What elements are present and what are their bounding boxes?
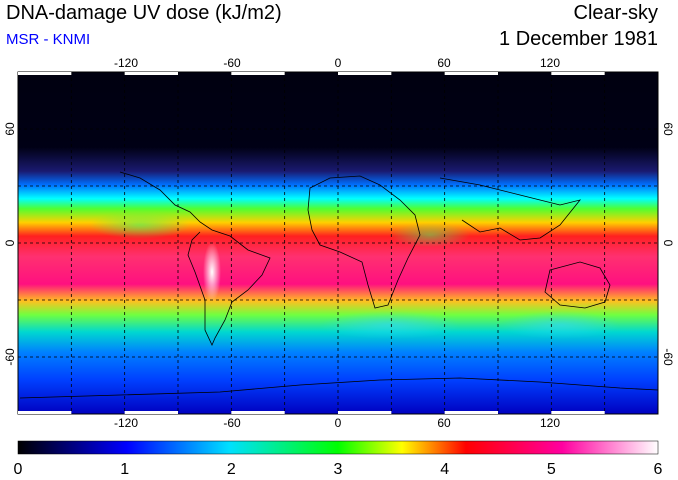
- source-label: MSR - KNMI: [6, 31, 91, 48]
- lon-tick-bottom: -60: [223, 416, 241, 430]
- lat-ticks-left: 60 0 -60: [3, 122, 17, 366]
- asia-coast: [439, 177, 582, 241]
- date-label: 1 December 1981: [499, 28, 658, 50]
- lon-tick-top: -60: [223, 56, 241, 70]
- lat-tick-left: -60: [3, 348, 17, 366]
- graticule: [18, 72, 658, 414]
- colorbar-label: 4: [440, 461, 449, 478]
- frame-bar: [124, 72, 178, 75]
- colorbar-label: 1: [120, 461, 129, 478]
- colorbar-label: 2: [227, 461, 236, 478]
- lat-tick-right: 60: [661, 122, 675, 136]
- colorbar-label: 3: [334, 461, 343, 478]
- lat-tick-right: 0: [661, 240, 675, 247]
- frame-tick-marks: [18, 72, 605, 414]
- colorbar: [17, 440, 659, 455]
- africa-coast: [307, 175, 421, 309]
- frame-bar: [551, 411, 605, 414]
- lon-tick-bottom: 60: [437, 416, 451, 430]
- frame-bar: [444, 411, 498, 414]
- andes-high-dose: [203, 242, 221, 302]
- frame-bar: [338, 411, 392, 414]
- frame-bar: [124, 411, 178, 414]
- lon-tick-bottom: -120: [114, 416, 138, 430]
- antarctica-coast: [19, 377, 658, 399]
- colorbar-labels: 0 1 2 3 4 5 6: [14, 461, 663, 478]
- colorbar-label: 0: [14, 461, 23, 478]
- lon-tick-top: 60: [437, 56, 451, 70]
- americas-coast: [119, 171, 271, 346]
- lon-tick-bottom: 0: [335, 416, 342, 430]
- lon-tick-top: -120: [114, 56, 138, 70]
- lon-ticks-top: -120 -60 0 60 120: [114, 56, 560, 70]
- field-variations: [90, 211, 620, 339]
- frame-bar: [231, 72, 285, 75]
- lon-tick-top: 120: [540, 56, 560, 70]
- frame-bar: [231, 411, 285, 414]
- frame-bar: [551, 72, 605, 75]
- lat-tick-right: -60: [661, 348, 675, 366]
- lat-tick-left: 0: [3, 239, 17, 246]
- lon-tick-bottom: 120: [540, 416, 560, 430]
- frame-bar: [18, 72, 72, 75]
- frame-bar: [444, 72, 498, 75]
- lon-tick-top: 0: [335, 56, 342, 70]
- map-title: DNA-damage UV dose (kJ/m2): [6, 2, 282, 24]
- colorbar-label: 5: [547, 461, 556, 478]
- sky-condition-label: Clear-sky: [573, 2, 658, 24]
- lon-ticks-bottom: -120 -60 0 60 120: [114, 416, 560, 430]
- lat-tick-left: 60: [3, 122, 17, 136]
- frame-bar: [338, 72, 392, 75]
- lat-ticks-right: 60 0 -60: [661, 122, 675, 366]
- frame-bar: [18, 411, 72, 414]
- colorbar-label: 6: [654, 461, 663, 478]
